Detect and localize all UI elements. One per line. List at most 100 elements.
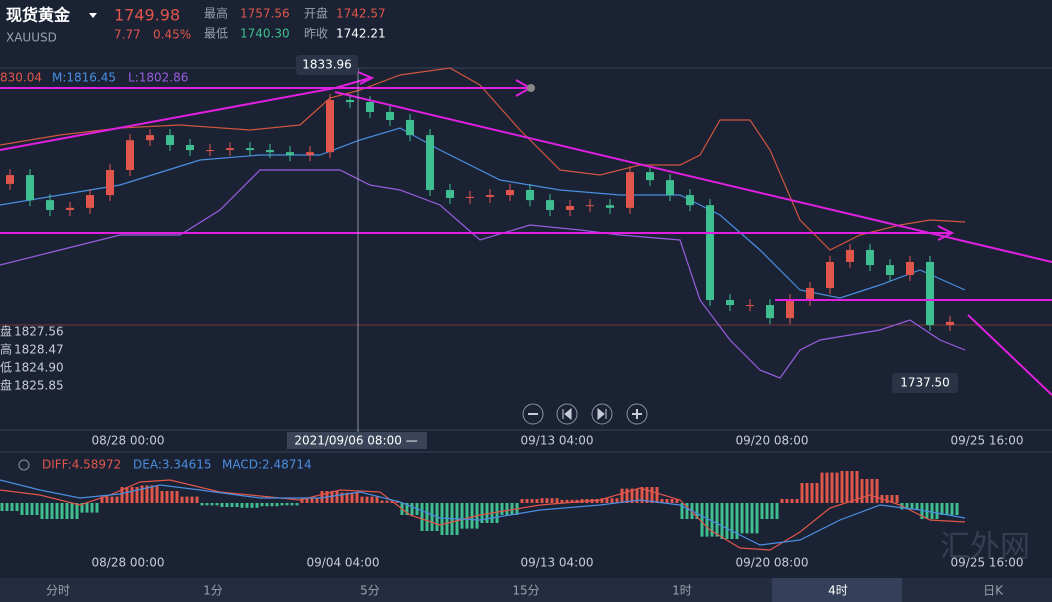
candle bbox=[846, 249, 854, 262]
candle bbox=[666, 180, 674, 196]
candle bbox=[366, 102, 374, 112]
instrument-name[interactable]: 现货黄金 bbox=[6, 6, 71, 25]
candle bbox=[606, 205, 614, 208]
candle bbox=[86, 195, 94, 208]
candle bbox=[246, 148, 254, 151]
zoom-out[interactable] bbox=[522, 403, 544, 425]
stat-label: 昨收 bbox=[304, 27, 328, 41]
zoom-in[interactable] bbox=[626, 403, 648, 425]
x-label: 09/20 08:00 bbox=[736, 556, 809, 570]
side-value: 1827.56 bbox=[14, 325, 64, 339]
tab[interactable]: 日K bbox=[983, 584, 1004, 598]
stat-label: 最高 bbox=[204, 6, 228, 21]
candle bbox=[186, 144, 194, 151]
candle bbox=[6, 175, 14, 184]
candle bbox=[66, 207, 74, 210]
stat-label: 最低 bbox=[204, 27, 228, 41]
x-label: 08/28 00:00 bbox=[92, 556, 165, 570]
trend-line bbox=[967, 314, 1052, 396]
candle bbox=[226, 148, 234, 151]
active-tab-bg bbox=[772, 578, 902, 602]
indicator-mid: M:1816.45 bbox=[52, 71, 116, 85]
step-forward[interactable] bbox=[591, 403, 613, 425]
stat-label: 开盘 bbox=[304, 6, 328, 21]
candle bbox=[526, 189, 534, 201]
candle bbox=[386, 111, 394, 120]
macd-dea: DEA:3.34615 bbox=[133, 458, 212, 472]
candle bbox=[426, 135, 434, 190]
candle bbox=[686, 195, 694, 206]
tab[interactable]: 15分 bbox=[512, 584, 539, 598]
side-label: 高 bbox=[0, 342, 12, 357]
candle bbox=[906, 261, 914, 275]
candle bbox=[406, 119, 414, 136]
side-value: 1824.90 bbox=[14, 361, 64, 375]
tab[interactable]: 4时 bbox=[828, 584, 848, 598]
candle bbox=[446, 189, 454, 198]
candle bbox=[46, 200, 54, 210]
callout-box bbox=[892, 373, 958, 393]
step-back[interactable] bbox=[556, 403, 578, 425]
tab[interactable]: 分时 bbox=[46, 584, 70, 598]
x-label: 09/25 16:00 bbox=[951, 556, 1024, 570]
candle bbox=[886, 265, 894, 275]
candle bbox=[786, 300, 794, 319]
callout: 1833.96 bbox=[302, 58, 352, 72]
tab[interactable]: 5分 bbox=[360, 584, 380, 598]
candle bbox=[126, 140, 134, 171]
x-label: 09/04 04:00 bbox=[307, 556, 380, 570]
candle bbox=[946, 321, 954, 326]
candle bbox=[546, 200, 554, 210]
x-label: 08/28 00:00 bbox=[92, 434, 165, 448]
candle bbox=[106, 170, 114, 196]
candle bbox=[646, 172, 654, 181]
side-label: 盘 bbox=[0, 324, 12, 339]
change: 7.77 bbox=[114, 28, 141, 42]
side-label: 盘 bbox=[0, 378, 12, 393]
tab[interactable]: 1分 bbox=[203, 584, 223, 598]
change-pct: 0.45% bbox=[153, 28, 191, 42]
candle bbox=[586, 205, 594, 207]
dea-line bbox=[0, 479, 966, 546]
candle bbox=[766, 305, 774, 319]
x-label: 09/13 04:00 bbox=[521, 556, 594, 570]
candle bbox=[706, 205, 714, 301]
boll-lower bbox=[0, 169, 966, 379]
candle bbox=[166, 135, 174, 145]
candle bbox=[806, 288, 814, 301]
crosshair-label-bg bbox=[287, 432, 427, 449]
candle bbox=[306, 152, 314, 156]
boll-upper bbox=[0, 67, 966, 251]
settings-icon[interactable] bbox=[18, 459, 30, 471]
x-label: 09/20 08:00 bbox=[736, 434, 809, 448]
watermark: 汇外网 bbox=[940, 530, 1030, 565]
price: 1749.98 bbox=[114, 6, 180, 25]
dropdown-icon[interactable] bbox=[89, 13, 97, 18]
side-label: 低 bbox=[0, 361, 12, 375]
x-label: 09/13 04:00 bbox=[521, 434, 594, 448]
tab[interactable]: 1时 bbox=[672, 584, 692, 598]
candle bbox=[826, 261, 834, 289]
macd-diff: DIFF:4.58972 bbox=[42, 458, 121, 472]
candle bbox=[266, 150, 274, 153]
stat-value: 1740.30 bbox=[240, 27, 290, 41]
candle bbox=[746, 305, 754, 307]
zoom-controls bbox=[522, 403, 648, 425]
candle bbox=[486, 195, 494, 197]
candle bbox=[566, 205, 574, 210]
stat-value: 1742.21 bbox=[336, 27, 386, 41]
candle bbox=[506, 189, 514, 196]
candle bbox=[146, 135, 154, 141]
x-label: 09/25 16:00 bbox=[951, 434, 1024, 448]
symbol: XAUUSD bbox=[6, 31, 57, 45]
callout-box bbox=[296, 55, 358, 75]
candle bbox=[206, 150, 214, 152]
candle bbox=[326, 99, 334, 153]
side-value: 1828.47 bbox=[14, 343, 64, 357]
handle[interactable] bbox=[527, 84, 535, 92]
indicator-lower: L:1802.86 bbox=[128, 71, 188, 85]
candle bbox=[286, 152, 294, 156]
stat-value: 1742.57 bbox=[336, 7, 386, 21]
